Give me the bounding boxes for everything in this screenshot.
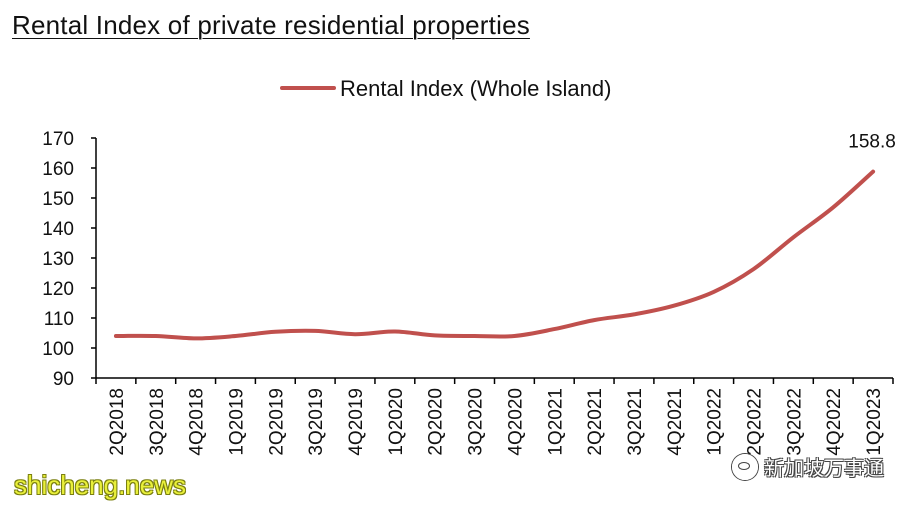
x-tick-label: 1Q2022 — [705, 388, 726, 456]
y-tick-label: 140 — [42, 219, 74, 240]
x-tick-label: 4Q2020 — [505, 388, 526, 456]
y-tick-label: 90 — [53, 369, 74, 390]
data-point — [791, 235, 795, 239]
data-point — [672, 304, 676, 308]
x-tick-label: 1Q2023 — [864, 388, 885, 456]
x-tick-label: 3Q2022 — [784, 388, 805, 456]
x-tick-label: 2Q2018 — [107, 388, 128, 456]
data-point — [194, 336, 198, 340]
data-point — [552, 327, 556, 331]
x-tick-label: 3Q2019 — [306, 388, 327, 456]
x-tick-label: 3Q2018 — [147, 388, 168, 456]
y-tick-label: 130 — [42, 249, 74, 270]
data-point — [233, 334, 237, 338]
data-point — [313, 329, 317, 333]
x-tick-label: 4Q2018 — [187, 388, 208, 456]
x-tick-label: 2Q2019 — [266, 388, 287, 456]
x-tick-label: 4Q2019 — [346, 388, 367, 456]
data-point — [632, 312, 636, 316]
y-tick-label: 170 — [42, 129, 74, 150]
axes: 90 100 110 120 130 140 150 160 170 2Q2018 3Q2018 4Q… — [42, 129, 894, 456]
plot-area: 158.8 — [113, 132, 896, 341]
page-title: Rental Index of private residential prop… — [12, 10, 530, 40]
data-point — [473, 334, 477, 338]
legend-label: Rental Index (Whole Island) — [340, 76, 611, 101]
x-tick-label: 2Q2022 — [745, 388, 766, 456]
data-point — [433, 333, 437, 337]
data-point — [154, 334, 158, 338]
data-point — [831, 205, 835, 209]
y-tick-label: 160 — [42, 159, 74, 180]
legend: Rental Index (Whole Island) — [280, 76, 611, 101]
data-point — [114, 334, 118, 338]
data-point — [512, 334, 516, 338]
data-point — [712, 290, 716, 294]
y-tick-label: 110 — [44, 309, 74, 330]
x-tick-label: 1Q2020 — [386, 388, 407, 456]
y-tick-label: 150 — [42, 189, 74, 210]
wechat-icon — [732, 453, 758, 480]
x-tick-label: 4Q2022 — [824, 388, 845, 456]
data-label: 158.8 — [848, 132, 896, 153]
data-point — [393, 330, 397, 334]
x-tick-label: 3Q2020 — [466, 388, 487, 456]
y-tick-label: 120 — [42, 279, 74, 300]
x-tick-label: 1Q2019 — [226, 388, 247, 456]
y-tick-label: 100 — [42, 339, 74, 360]
x-tick-label: 2Q2020 — [426, 388, 447, 456]
watermark-left: shicheng.news — [14, 470, 186, 500]
x-tick-label: 1Q2021 — [545, 388, 566, 456]
x-tick-label: 3Q2021 — [625, 388, 646, 456]
x-tick-label: 2Q2021 — [585, 388, 606, 456]
data-point — [592, 318, 596, 322]
watermark-right-text: 新加坡万事通 — [764, 456, 884, 480]
data-point — [752, 267, 756, 271]
data-point — [273, 330, 277, 334]
data-point — [871, 170, 875, 174]
watermark-right: 新加坡万事通 — [732, 452, 884, 481]
data-point — [353, 332, 357, 336]
x-tick-label: 4Q2021 — [665, 388, 686, 456]
series-line — [113, 169, 876, 341]
